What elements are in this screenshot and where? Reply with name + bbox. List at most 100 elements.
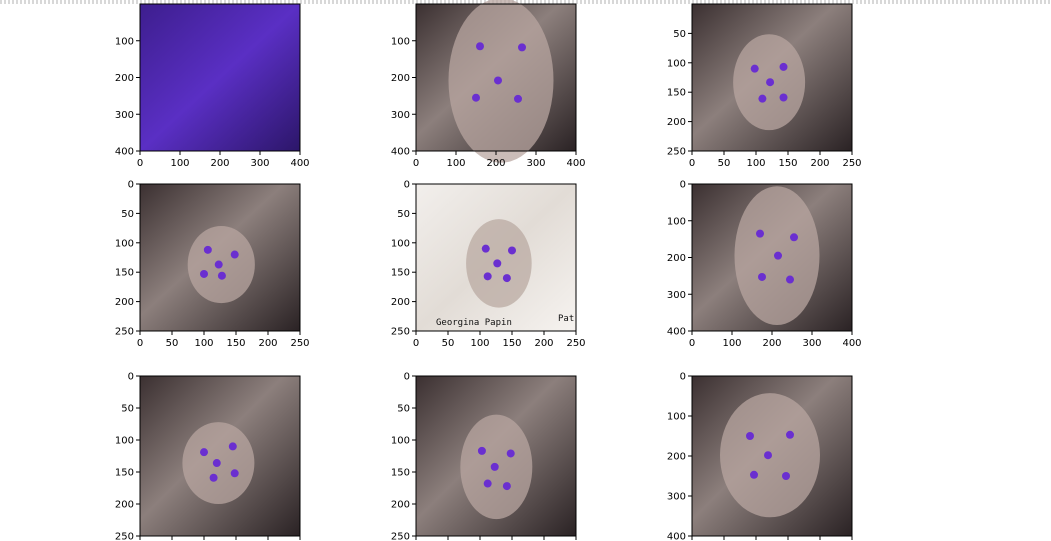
landmark-point xyxy=(756,229,764,238)
landmark-point xyxy=(493,259,502,268)
x-tick-label: 400 xyxy=(842,338,861,349)
x-tick-label: 0 xyxy=(413,338,419,349)
y-tick-label: 0 xyxy=(680,180,686,191)
y-tick-label: 250 xyxy=(391,532,410,541)
x-tick-label: 200 xyxy=(258,338,277,349)
landmark-point xyxy=(212,459,221,468)
y-tick-label: 0 xyxy=(128,372,134,383)
panel-9: 0 100 200 300 400 xyxy=(667,372,853,541)
x-tick-label: 300 xyxy=(802,338,821,349)
x-tick-label: 150 xyxy=(778,158,797,169)
y-tick-label: 400 xyxy=(391,147,410,158)
y-tick-label: 300 xyxy=(115,110,134,121)
landmark-point xyxy=(502,274,511,283)
axes-frame xyxy=(415,375,577,537)
y-tick-label: 0 xyxy=(680,372,686,383)
y-tick-label: 300 xyxy=(667,492,686,503)
landmark-point xyxy=(758,94,767,103)
y-tick-label: 200 xyxy=(391,297,410,308)
y-tick-label: 150 xyxy=(115,268,134,279)
y-tick-label: 100 xyxy=(391,238,410,249)
y-tick-label: 100 xyxy=(667,58,686,69)
landmark-point xyxy=(514,94,522,103)
y-tick-label: 200 xyxy=(115,500,134,511)
y-tick-label: 50 xyxy=(121,209,134,220)
landmark-point xyxy=(200,448,208,457)
landmark-point xyxy=(779,62,788,71)
landmark-point xyxy=(790,233,798,242)
landmark-point xyxy=(214,260,223,269)
x-tick-label: 200 xyxy=(210,158,229,169)
y-tick-label: 150 xyxy=(391,468,410,479)
x-tick-label: 400 xyxy=(566,158,585,169)
y-tick-label: 150 xyxy=(115,468,134,479)
x-tick-label: 0 xyxy=(413,158,419,169)
landmark-point xyxy=(483,479,492,488)
y-tick-label: 0 xyxy=(404,372,410,383)
x-tick-label: 100 xyxy=(194,338,213,349)
landmark-point xyxy=(750,64,759,73)
landmark-point xyxy=(518,43,526,52)
axes-frame xyxy=(139,375,301,537)
landmark-point xyxy=(230,250,239,259)
y-tick-label: 50 xyxy=(397,404,410,415)
y-tick-label: 200 xyxy=(391,500,410,511)
y-tick-label: 250 xyxy=(115,532,134,541)
panel-2: 0 100 200 300 400 100 200 300 400 xyxy=(391,0,586,169)
x-tick-label: 250 xyxy=(290,338,309,349)
axes-frame xyxy=(691,3,853,152)
y-tick-label: 400 xyxy=(667,532,686,541)
y-tick-label: 250 xyxy=(667,147,686,158)
landmark-point xyxy=(472,93,480,102)
x-tick-label: 150 xyxy=(502,338,521,349)
landmark-point xyxy=(477,446,486,455)
y-tick-label: 150 xyxy=(667,88,686,99)
x-tick-label: 150 xyxy=(226,338,245,349)
landmark-point xyxy=(481,244,490,253)
landmark-point xyxy=(506,449,515,458)
landmark-point xyxy=(200,269,208,278)
y-tick-label: 200 xyxy=(115,73,134,84)
landmark-point xyxy=(490,462,499,471)
x-tick-label: 50 xyxy=(442,338,455,349)
y-tick-label: 50 xyxy=(397,209,410,220)
x-tick-label: 100 xyxy=(722,338,741,349)
landmark-point xyxy=(502,482,511,491)
y-tick-label: 200 xyxy=(667,452,686,463)
caption-name: Georgina Papin xyxy=(436,318,512,328)
landmark-point xyxy=(774,251,782,260)
landmark-point xyxy=(758,272,766,281)
landmark-point xyxy=(494,76,502,85)
top-border xyxy=(0,0,1051,4)
face-image xyxy=(140,4,300,151)
x-tick-label: 200 xyxy=(534,338,553,349)
x-tick-label: 100 xyxy=(446,158,465,169)
landmark-point xyxy=(782,472,790,480)
y-tick-label: 250 xyxy=(391,327,410,338)
landmark-point xyxy=(746,432,754,440)
landmark-point xyxy=(483,272,492,281)
y-tick-label: 100 xyxy=(391,436,410,447)
panel-3: 0 50 100 150 200 250 50 100 150 200 250 xyxy=(667,3,862,169)
landmark-point xyxy=(508,246,516,255)
landmark-point xyxy=(764,451,772,460)
y-tick-label: 0 xyxy=(404,180,410,191)
y-tick-label: 300 xyxy=(391,110,410,121)
y-tick-label: 100 xyxy=(115,436,134,447)
x-tick-label: 0 xyxy=(689,158,695,169)
caption-fragment: Pat xyxy=(558,314,574,324)
x-tick-label: 300 xyxy=(526,158,545,169)
x-tick-label: 250 xyxy=(566,338,585,349)
y-tick-label: 100 xyxy=(667,216,686,227)
y-tick-label: 50 xyxy=(121,404,134,415)
landmark-point xyxy=(786,430,794,439)
x-tick-label: 200 xyxy=(486,158,505,169)
y-tick-label: 0 xyxy=(128,180,134,191)
y-tick-label: 200 xyxy=(115,297,134,308)
x-tick-label: 0 xyxy=(689,338,695,349)
landmark-point xyxy=(779,93,788,102)
